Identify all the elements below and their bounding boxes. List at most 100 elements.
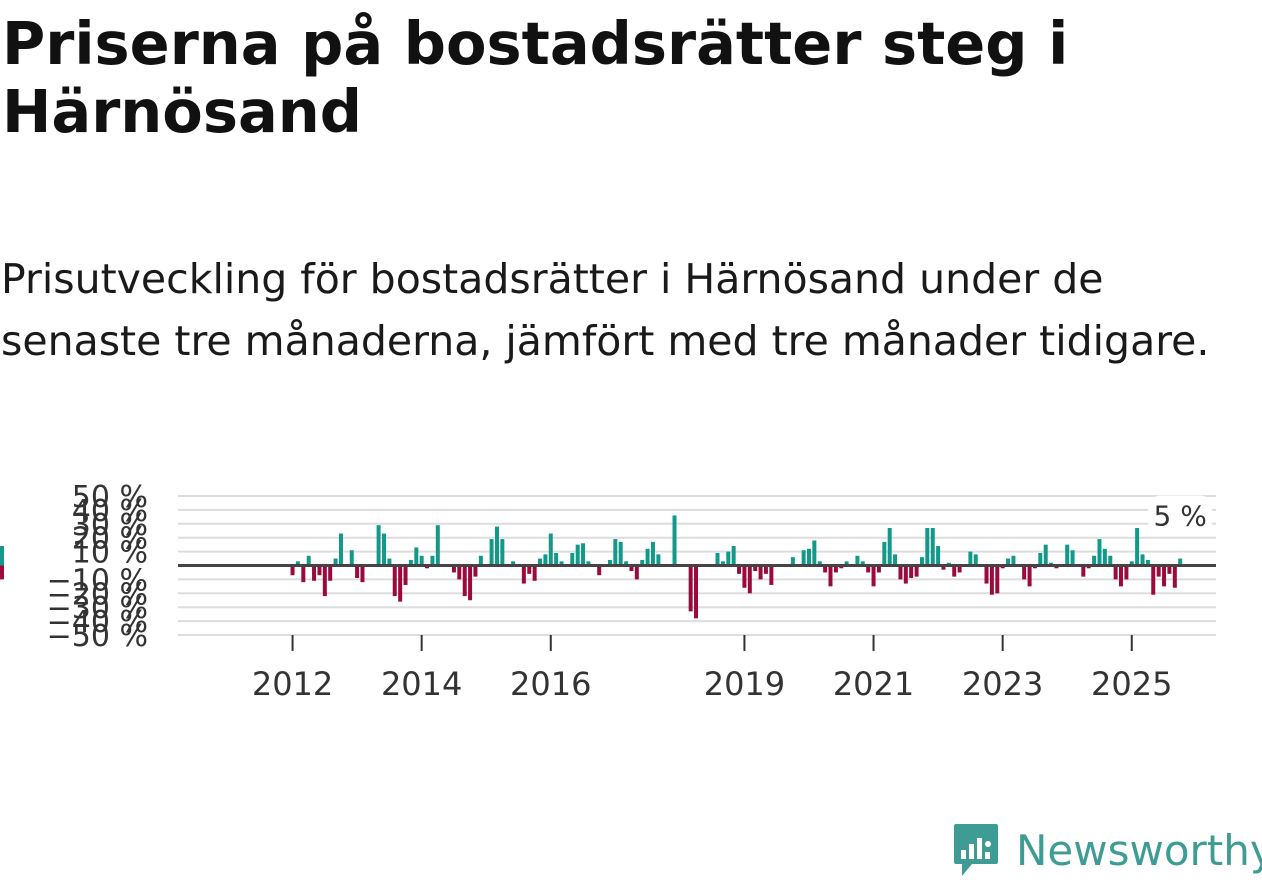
bar-positive: [919, 557, 924, 566]
bar-positive: [656, 554, 661, 566]
bar-positive: [559, 561, 564, 566]
bar-negative: [634, 565, 639, 580]
bar-positive: [1038, 552, 1043, 566]
bar-negative: [597, 565, 602, 576]
bar-negative: [1081, 565, 1086, 577]
bar-positive: [1145, 559, 1150, 566]
bar-negative: [1022, 565, 1027, 580]
bar-negative: [747, 565, 752, 594]
bar-negative: [995, 565, 1000, 594]
bar-positive: [408, 559, 413, 566]
bar-negative: [457, 565, 462, 580]
x-tick-label: 2025: [1091, 665, 1172, 700]
bar-positive: [860, 561, 865, 566]
bar-negative: [688, 565, 693, 612]
bar-positive: [925, 527, 930, 566]
bar-positive: [1006, 558, 1011, 566]
bar-positive: [511, 561, 516, 566]
annotation-layer: 5 %: [1148, 495, 1213, 536]
bar-positive: [1129, 561, 1134, 566]
chart-title: Priserna på bostadsrätter steg i Härnösa…: [2, 9, 1069, 146]
bar-negative: [403, 565, 408, 585]
bar-positive: [1092, 555, 1097, 566]
bar-negative: [866, 565, 871, 573]
bar-negative: [468, 565, 473, 601]
bar-positive: [570, 552, 575, 566]
bar-positive: [624, 561, 629, 566]
bar-positive: [844, 561, 849, 566]
bar-negative: [312, 565, 317, 581]
bar-positive: [973, 554, 978, 566]
bar-positive: [1178, 558, 1183, 566]
newsworthy-logo-icon: [954, 824, 998, 876]
y-tick-label: −50 %: [47, 619, 148, 654]
bar-positive: [478, 555, 483, 566]
bar-negative: [355, 565, 360, 579]
bar-negative: [823, 565, 828, 573]
bar-negative: [763, 565, 768, 574]
bar-positive: [500, 539, 505, 566]
bar-negative: [1172, 565, 1177, 588]
bar-positive: [554, 552, 559, 566]
bar-positive: [1065, 544, 1070, 566]
bar-layer: [0, 515, 1183, 619]
bar-positive: [1070, 550, 1075, 566]
bar-negative: [1113, 565, 1118, 580]
bar-negative: [984, 565, 989, 584]
bar-positive: [618, 541, 623, 566]
bar-positive: [387, 558, 392, 566]
bar-negative: [462, 565, 467, 597]
bar-positive: [720, 561, 725, 566]
bar-negative: [989, 565, 994, 595]
bar-positive: [586, 561, 591, 566]
bar-negative: [317, 565, 322, 576]
bar-negative: [360, 565, 365, 583]
bar-negative: [833, 565, 838, 573]
bar-positive: [613, 539, 618, 566]
chart-subtitle: Prisutveckling för bostadsrätter i Härnö…: [1, 255, 1210, 365]
y-tick-label: 50 %: [72, 480, 148, 515]
bar-negative: [521, 565, 526, 584]
bar-positive: [801, 550, 806, 566]
bar-negative: [527, 565, 532, 574]
x-tick-label: 2019: [704, 665, 785, 700]
bar-positive: [893, 554, 898, 566]
bar-positive: [0, 558, 4, 566]
bar-negative: [694, 565, 699, 619]
bar-negative: [1118, 565, 1123, 587]
bar-positive: [882, 541, 887, 566]
bar-positive: [1135, 527, 1140, 566]
bar-negative: [753, 565, 758, 572]
bar-positive: [672, 515, 677, 566]
bar-positive: [1043, 544, 1048, 566]
bar-negative: [876, 565, 881, 573]
bar-negative: [952, 565, 957, 577]
bar-negative: [301, 565, 306, 583]
bar-positive: [548, 533, 553, 566]
bar-negative: [909, 565, 914, 579]
bar-positive: [790, 557, 795, 566]
bar-negative: [532, 565, 537, 581]
bar-negative: [322, 565, 327, 597]
y-tick-label: 30 %: [72, 508, 148, 543]
bar-positive: [726, 551, 731, 566]
bar-negative: [758, 565, 763, 580]
x-tick-label: 2021: [833, 665, 914, 700]
bar-negative: [392, 565, 397, 597]
bar-negative: [328, 565, 333, 581]
y-tick-label: −20 %: [47, 577, 148, 612]
bar-positive: [1102, 548, 1107, 566]
bar-positive: [936, 546, 941, 566]
bar-positive: [817, 561, 822, 566]
bar-negative: [451, 565, 456, 573]
y-tick-label: 40 %: [72, 494, 148, 529]
x-tick-label: 2014: [381, 665, 462, 700]
bar-positive: [968, 551, 973, 566]
bar-positive: [295, 561, 300, 566]
y-tick-label: 20 %: [72, 522, 148, 557]
bar-negative: [1027, 565, 1032, 587]
bar-negative: [941, 565, 946, 570]
bar-positive: [333, 558, 338, 566]
bar-negative: [1167, 565, 1172, 574]
bar-positive: [543, 554, 548, 566]
